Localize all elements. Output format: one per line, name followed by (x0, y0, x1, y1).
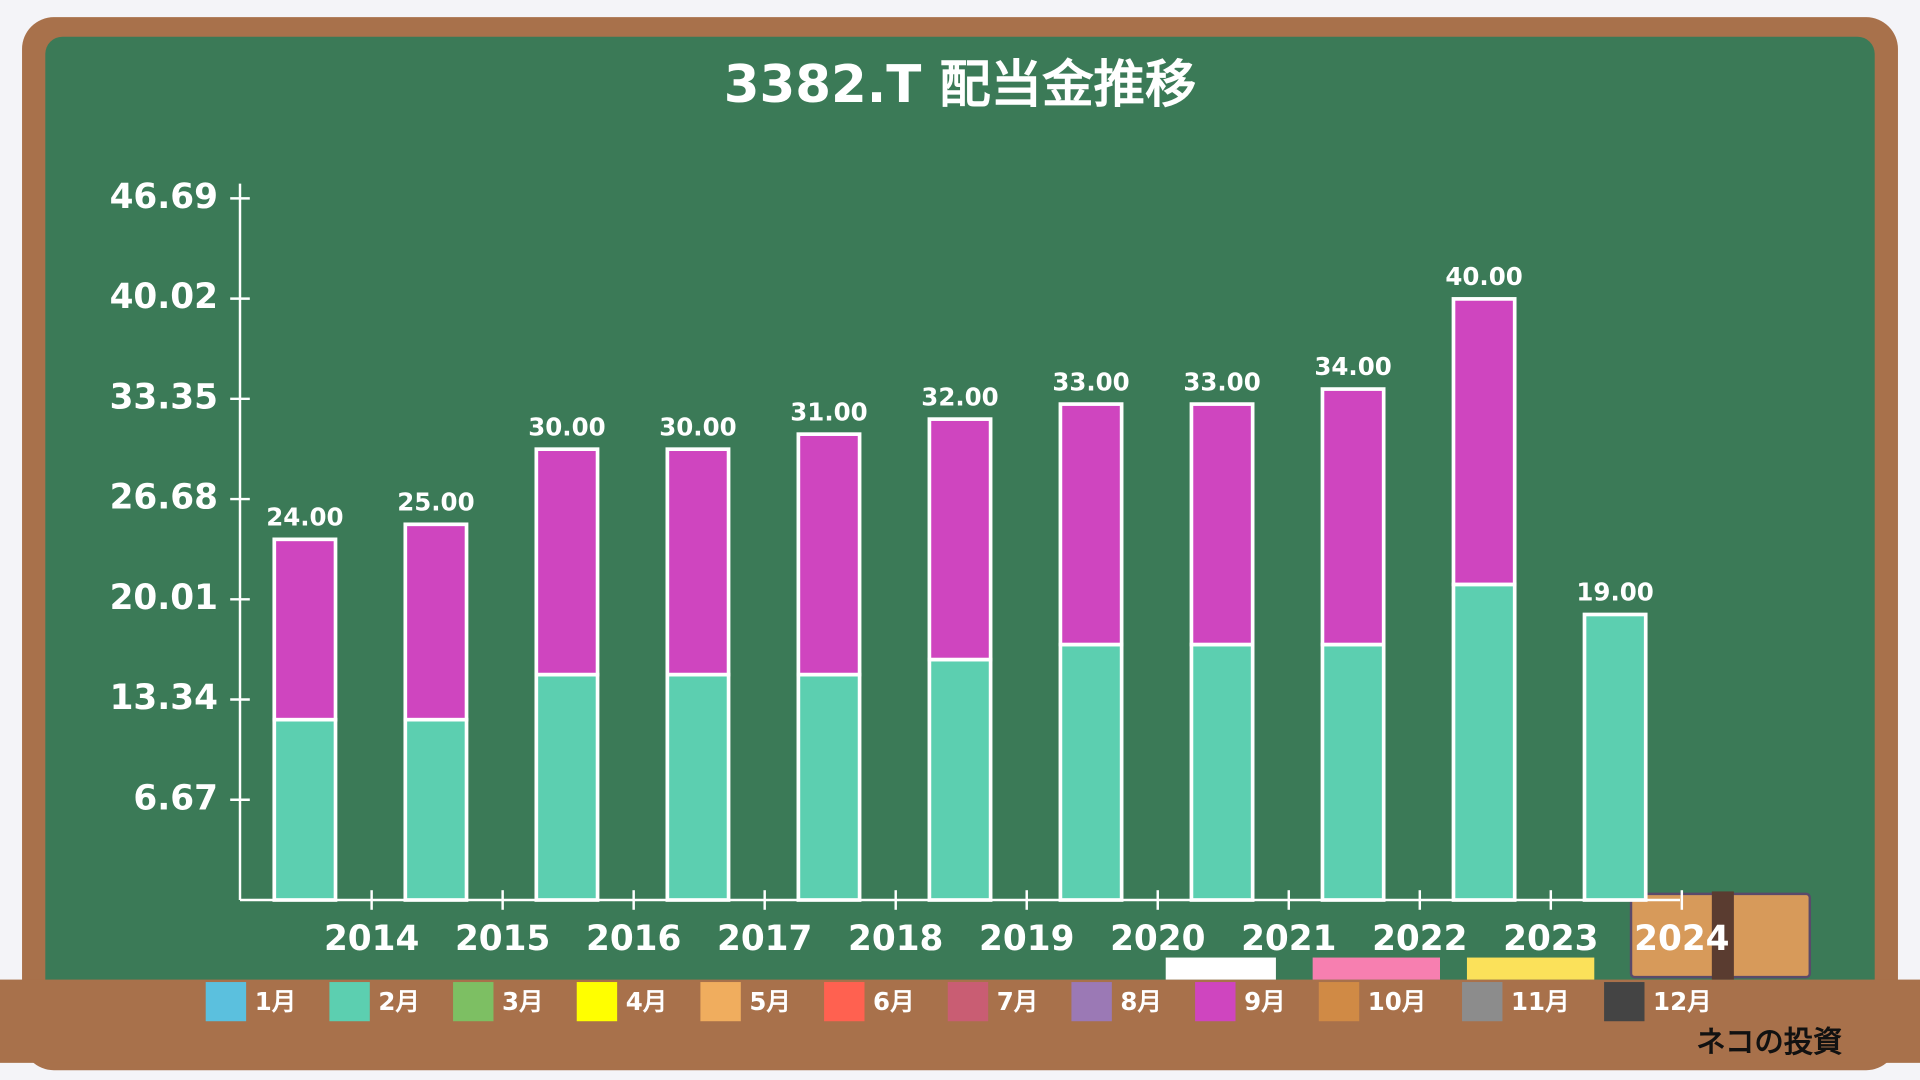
bar-segment (1058, 402, 1124, 647)
bar-segment (927, 417, 993, 662)
legend-label: 11月 (1511, 987, 1570, 1016)
x-tick-label: 2020 (1110, 919, 1205, 959)
bar-segment (927, 657, 993, 902)
eraser-band (1711, 891, 1734, 980)
bar-segment (403, 717, 469, 902)
legend-swatch (205, 982, 247, 1022)
chalk (1466, 957, 1595, 980)
y-tick-label: 6.67 (133, 778, 218, 818)
legend-swatch (329, 982, 370, 1022)
watermark: ネコの投資 (1696, 1025, 1842, 1059)
total-label: 31.00 (790, 397, 867, 426)
total-label: 34.00 (1314, 352, 1391, 381)
bar-segment (1320, 387, 1386, 647)
legend-label: 7月 (997, 987, 1038, 1016)
legend-swatch (453, 982, 494, 1022)
bar-segment (1320, 642, 1386, 902)
legend-label: 9月 (1244, 987, 1286, 1016)
x-tick-label: 2018 (848, 919, 943, 959)
legend-label: 3月 (502, 987, 544, 1016)
x-tick-label: 2022 (1372, 919, 1467, 959)
total-label: 40.00 (1445, 262, 1522, 291)
total-label: 25.00 (397, 487, 474, 516)
bar-segment (665, 672, 731, 902)
legend-swatch (700, 982, 741, 1022)
bar-segment (796, 672, 862, 902)
y-tick-label: 20.01 (110, 578, 218, 618)
bar-segment (1451, 582, 1517, 902)
chalk (1165, 957, 1276, 980)
legend-swatch (576, 982, 618, 1022)
bar-segment (1582, 612, 1648, 902)
legend-label: 12月 (1653, 987, 1712, 1016)
legend-swatch (1318, 982, 1360, 1022)
total-label: 30.00 (528, 412, 605, 441)
bar-segment (1058, 642, 1124, 902)
x-tick-label: 2024 (1634, 919, 1729, 959)
y-tick-label: 46.69 (110, 177, 218, 217)
total-label: 24.00 (266, 503, 343, 532)
bar-segment (1189, 642, 1255, 902)
legend-swatch (1462, 982, 1503, 1022)
plot: 6.67 13.34 20.01 26.68 33.35 40.02 46.69 2014 24… (110, 177, 1730, 1022)
x-tick-label: 2017 (717, 919, 812, 959)
legend-label: 8月 (1120, 987, 1162, 1016)
total-label: 32.00 (921, 382, 998, 411)
bar-segment (272, 717, 338, 902)
legend-label: 4月 (626, 987, 668, 1016)
x-tick-label: 2023 (1503, 919, 1598, 959)
legend-swatch (1604, 982, 1645, 1022)
y-tick-label: 33.35 (110, 377, 218, 417)
y-tick-label: 40.02 (110, 277, 218, 317)
legend-label: 6月 (873, 987, 915, 1016)
legend-swatch (1071, 982, 1112, 1022)
total-label: 33.00 (1052, 367, 1129, 396)
bar-segment (1451, 297, 1517, 587)
bar-segment (665, 447, 731, 677)
total-label: 33.00 (1183, 367, 1260, 396)
total-label: 19.00 (1576, 578, 1653, 607)
bar-segment (403, 522, 469, 722)
bar-segment (272, 537, 338, 722)
legend-label: 5月 (749, 987, 791, 1016)
y-tick-label: 26.68 (110, 478, 218, 518)
legend-swatch (1195, 982, 1236, 1022)
total-label: 30.00 (659, 412, 736, 441)
legend-label: 2月 (378, 987, 420, 1016)
x-tick-label: 2019 (979, 919, 1074, 959)
x-tick-label: 2016 (586, 919, 681, 959)
chalk (1312, 957, 1440, 980)
chart-title: 3382.T 配当金推移 (724, 55, 1197, 115)
legend-swatch (947, 982, 989, 1022)
bar-segment (534, 672, 600, 902)
legend-label: 10月 (1368, 987, 1427, 1016)
bar-segment (534, 447, 600, 677)
y-tick-label: 13.34 (110, 678, 218, 718)
x-tick-label: 2021 (1241, 919, 1336, 959)
x-tick-label: 2015 (455, 919, 550, 959)
legend-swatch (824, 982, 865, 1022)
bar-segment (796, 432, 862, 677)
legend-label: 1月 (255, 987, 297, 1016)
x-tick-label: 2014 (324, 919, 419, 959)
bar-segment (1189, 402, 1255, 647)
